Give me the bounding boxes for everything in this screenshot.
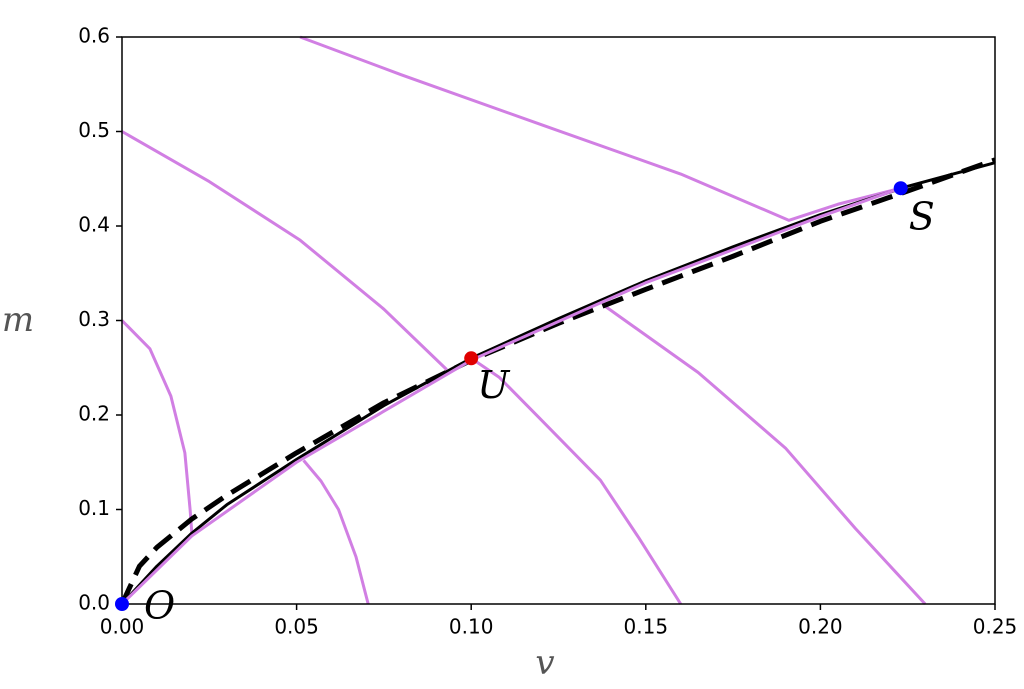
x-tick-label: 0.05 <box>274 615 319 639</box>
trajectory <box>603 304 927 606</box>
equilibrium-point <box>464 351 479 366</box>
y-tick-label: 0.6 <box>78 24 110 48</box>
plot-frame <box>121 36 996 605</box>
trajectory <box>120 186 902 606</box>
trajectory <box>470 357 682 605</box>
y-tick-label: 0.3 <box>78 307 110 331</box>
y-axis-label: m <box>2 300 34 340</box>
x-tick-label: 0.15 <box>624 615 669 639</box>
point-label: O <box>144 584 175 628</box>
trajectory <box>121 130 448 371</box>
trajectory <box>302 459 370 605</box>
curve <box>119 157 996 606</box>
y-tick-label: 0.2 <box>78 402 110 426</box>
y-tick-label: 0.5 <box>78 118 110 142</box>
trajectory <box>120 319 194 534</box>
point-label: U <box>477 363 511 407</box>
y-tick-label: 0.4 <box>78 213 110 237</box>
point-label: S <box>909 195 935 239</box>
y-tick-label: 0.0 <box>78 591 110 615</box>
x-axis-label: v <box>535 643 554 683</box>
equilibrium-point <box>893 181 908 196</box>
y-tick-label: 0.1 <box>78 496 110 520</box>
x-tick-label: 0.10 <box>449 615 494 639</box>
x-tick-label: 0.00 <box>100 615 145 639</box>
x-tick-label: 0.25 <box>973 615 1018 639</box>
equilibrium-point <box>115 597 129 611</box>
trajectory <box>299 35 902 222</box>
x-tick-label: 0.20 <box>798 615 843 639</box>
